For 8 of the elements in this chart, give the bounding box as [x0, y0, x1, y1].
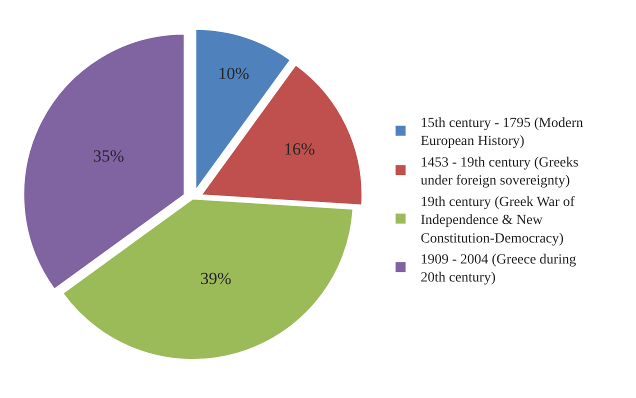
- data-label: 16%: [284, 139, 316, 158]
- legend-label: 1909 - 2004 (Greece during 20th century): [420, 252, 576, 286]
- data-label: 10%: [218, 64, 250, 83]
- legend-label: 19th century (Greek War of Independence & New Constitution-Democracy): [420, 194, 576, 246]
- data-label: 39%: [200, 268, 232, 288]
- legend-label: 1453 - 19th century (Greeks under foreign sovereignty): [420, 155, 578, 189]
- legend-label: 15th century - 1795 (Modern European History): [420, 116, 584, 150]
- data-label: 35%: [93, 146, 124, 166]
